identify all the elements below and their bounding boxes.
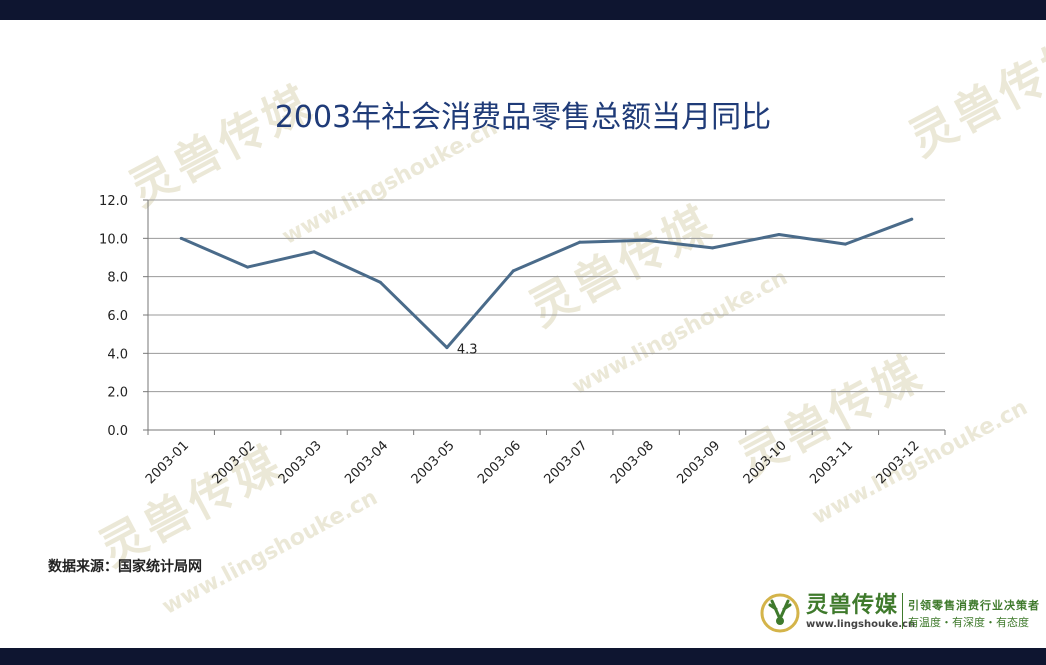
x-tick-label: 2003-11: [807, 438, 856, 487]
data-label: 4.3: [457, 343, 478, 358]
x-tick-label: 2003-04: [342, 438, 391, 487]
data-point: [378, 280, 382, 284]
data-point: [843, 242, 847, 246]
data-point: [511, 269, 515, 273]
x-tick-label: 2003-01: [143, 438, 192, 487]
data-point: [644, 238, 648, 242]
series-line: [180, 217, 913, 350]
y-tick-label: 8.0: [107, 271, 128, 286]
x-tick-label: 2003-08: [608, 438, 657, 487]
deer-logo-icon: [760, 593, 800, 633]
data-point: [246, 265, 250, 269]
data-point: [445, 346, 449, 350]
data-point: [312, 250, 316, 254]
series-points: [179, 217, 914, 350]
x-tick-label: 2003-06: [475, 438, 524, 487]
y-tick-label: 4.0: [107, 347, 128, 362]
top-bar: [0, 0, 1046, 20]
x-tick-label: 2003-09: [674, 438, 723, 487]
chart-title: 2003年社会消费品零售总额当月同比: [274, 100, 772, 135]
data-point: [777, 233, 781, 236]
y-tick-label: 6.0: [107, 309, 128, 324]
data-point: [910, 217, 914, 221]
annotations: 4.3: [457, 343, 478, 358]
data-point: [179, 236, 183, 240]
brand-name: 灵兽传媒: [806, 593, 899, 618]
x-tick-label: 2003-02: [209, 438, 258, 487]
x-tick-label: 2003-12: [874, 438, 923, 487]
series-line-path: [180, 217, 913, 350]
x-tick-labels: 2003-01 2003-02 2003-03 2003-04 2003-05 2003-…: [143, 438, 923, 487]
x-tick-label: 2003-10: [741, 438, 790, 487]
brand-logo: 灵兽传媒 www.lingshouke.cn 引领零售消费行业决策者 有温度・有…: [758, 587, 1043, 637]
y-tick-label: 0.0: [107, 424, 128, 439]
x-tick-label: 2003-05: [409, 438, 458, 487]
data-source: 数据来源：国家统计局网: [48, 559, 202, 575]
y-tick-label: 10.0: [99, 232, 128, 247]
data-point: [578, 240, 582, 244]
y-tick-labels: 0.0 2.0 4.0 6.0 8.0 10.0 12.0: [99, 194, 128, 439]
brand-slogan-line1: 引领零售消费行业决策者: [908, 599, 1040, 612]
brand-divider: [902, 593, 903, 629]
data-point: [711, 246, 715, 250]
grid-lines: [143, 199, 946, 435]
y-tick-label: 2.0: [107, 386, 128, 401]
brand-url: www.lingshouke.cn: [806, 619, 916, 630]
bottom-bar: [0, 648, 1046, 665]
brand-slogan-line2: 有温度・有深度・有态度: [908, 616, 1029, 629]
x-tick-label: 2003-07: [542, 438, 591, 487]
x-tick-label: 2003-03: [276, 438, 325, 487]
y-tick-label: 12.0: [99, 194, 128, 209]
